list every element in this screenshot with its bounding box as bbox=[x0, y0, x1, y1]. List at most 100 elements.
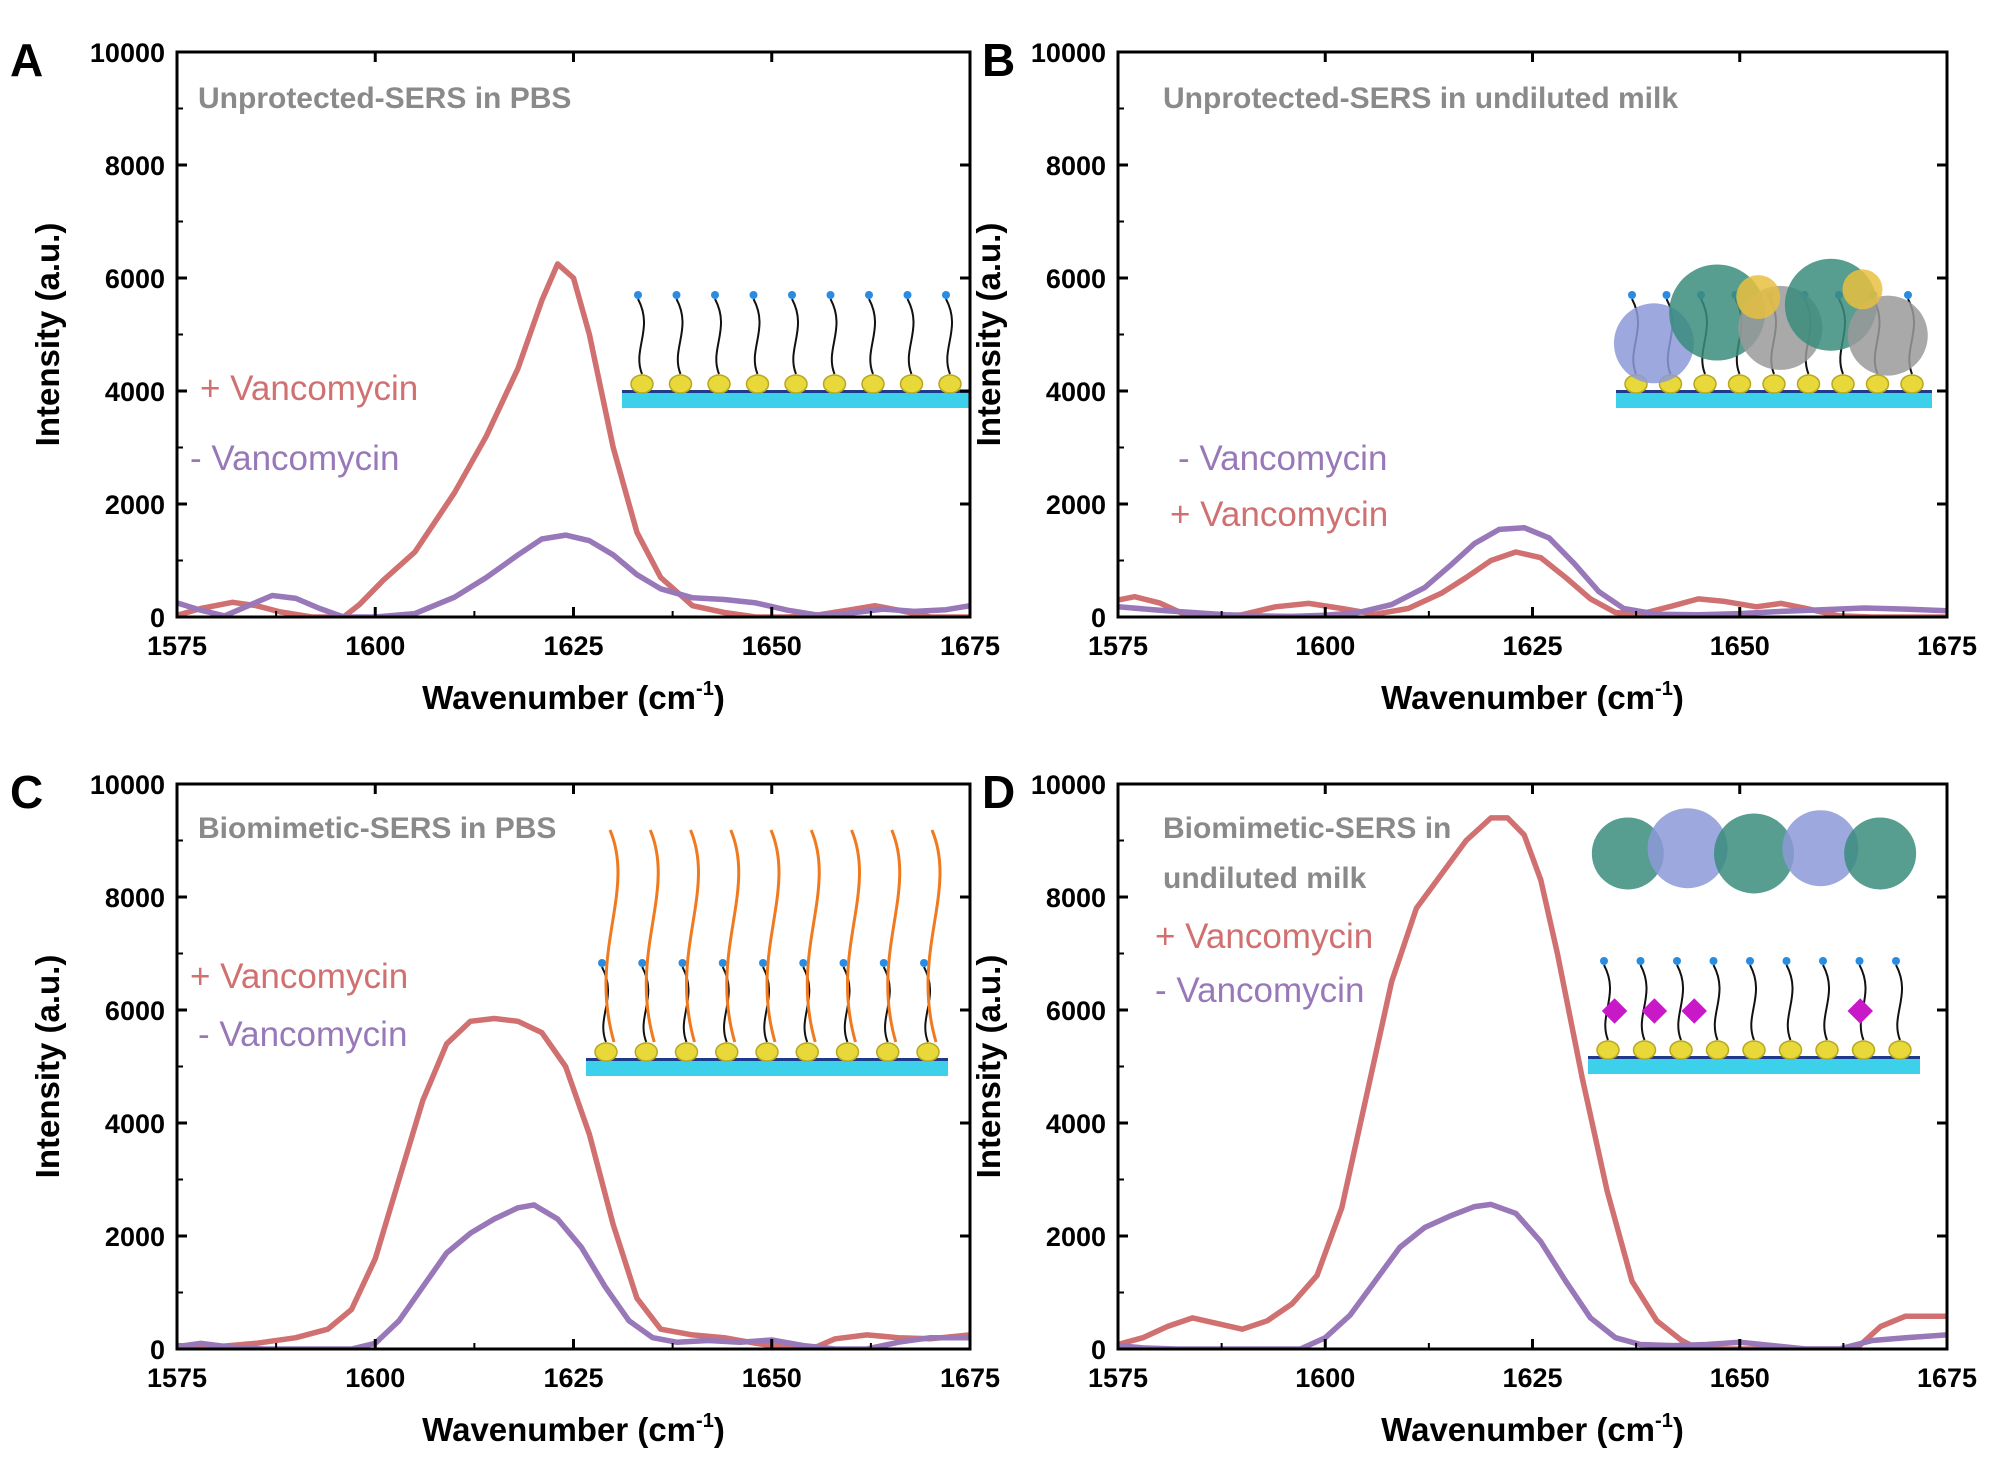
aptamer-tag bbox=[1904, 291, 1912, 299]
y-tick-label: 2000 bbox=[1046, 1222, 1106, 1252]
nanoparticle bbox=[668, 374, 693, 394]
x-tick-label: 1650 bbox=[1710, 1363, 1770, 1393]
nanoparticle bbox=[1762, 374, 1786, 394]
y-tick-label: 8000 bbox=[105, 151, 165, 181]
y-tick-label: 8000 bbox=[1046, 883, 1106, 913]
y-tick-label: 4000 bbox=[1046, 377, 1106, 407]
x-axis-title-end: ) bbox=[1673, 1411, 1684, 1448]
nanoparticle bbox=[916, 1042, 940, 1062]
panel-note: undiluted milk bbox=[1163, 862, 1367, 895]
nanoparticle bbox=[1742, 1040, 1766, 1060]
aptamer-strand bbox=[1676, 964, 1685, 1041]
nanoparticle bbox=[630, 374, 654, 394]
nanoparticle bbox=[1888, 1040, 1912, 1060]
schematic-inset bbox=[586, 829, 948, 1076]
legend-label-minus-vancomycin: - Vancomycin bbox=[1178, 439, 1387, 478]
y-tick-label: 10000 bbox=[1031, 38, 1106, 68]
nanoparticle bbox=[1815, 1040, 1839, 1060]
aptamer-tag bbox=[749, 291, 758, 299]
nanoparticle bbox=[899, 374, 924, 394]
milk-protein-blob bbox=[1847, 295, 1928, 376]
polymer-brush bbox=[685, 829, 700, 1043]
polymer-brush bbox=[846, 829, 861, 1043]
legend-label-plus-vancomycin: + Vancomycin bbox=[190, 957, 408, 996]
aptamer-strand bbox=[868, 298, 877, 375]
nanoparticle bbox=[1693, 374, 1717, 394]
aptamer-tag bbox=[839, 959, 848, 967]
aptamer-tag bbox=[1628, 291, 1636, 299]
y-axis-title: Intensity (a.u.) bbox=[970, 955, 1007, 1179]
aptamer-strand bbox=[1712, 964, 1721, 1041]
y-tick-label: 0 bbox=[150, 603, 165, 633]
aptamer-tag bbox=[638, 959, 647, 967]
nanoparticle bbox=[674, 1042, 699, 1062]
aptamer-tag bbox=[672, 291, 681, 299]
nanoparticle bbox=[1865, 374, 1890, 394]
x-axis-title: Wavenumber (cm-1) bbox=[1381, 1410, 1684, 1448]
x-tick-label: 1675 bbox=[1917, 631, 1977, 661]
nanoparticle bbox=[795, 1042, 819, 1062]
nanoparticle bbox=[835, 1042, 860, 1062]
nanoparticle bbox=[1727, 374, 1752, 394]
x-axis-title-main: Wavenumber (cm bbox=[1381, 1411, 1655, 1448]
panel-note: Unprotected-SERS in PBS bbox=[198, 82, 571, 115]
nanoparticle bbox=[1778, 1040, 1803, 1060]
polymer-brush bbox=[725, 829, 741, 1043]
nanoparticle bbox=[755, 1042, 779, 1062]
y-tick-label: 4000 bbox=[105, 377, 165, 407]
x-tick-label: 1575 bbox=[147, 1363, 207, 1393]
legend-label-plus-vancomycin: + Vancomycin bbox=[1170, 495, 1388, 534]
aptamer-strand bbox=[1639, 964, 1648, 1041]
nanoparticle bbox=[1851, 1040, 1876, 1060]
x-axis-title-sup: -1 bbox=[1655, 678, 1673, 700]
milk-protein-blob bbox=[1591, 817, 1664, 890]
polymer-brush bbox=[926, 829, 942, 1043]
x-axis-title-main: Wavenumber (cm bbox=[1381, 679, 1655, 716]
aptamer-strand bbox=[1603, 964, 1612, 1041]
aptamer-tag bbox=[1662, 291, 1671, 299]
x-axis-title-end: ) bbox=[714, 1411, 725, 1448]
x-tick-label: 1675 bbox=[940, 1363, 1000, 1393]
x-axis-title-sup: -1 bbox=[696, 678, 714, 700]
series-line-plus-vancomycin bbox=[1118, 815, 1947, 1349]
substrate-bar bbox=[1588, 1058, 1920, 1074]
aptamer-strand bbox=[1822, 964, 1831, 1041]
aptamer-tag bbox=[920, 959, 928, 967]
aptamer-tag bbox=[711, 291, 719, 299]
aptamer-tag bbox=[799, 959, 808, 967]
x-tick-label: 1650 bbox=[742, 1363, 802, 1393]
series-line-minus-vancomycin bbox=[177, 532, 970, 617]
polymer-brush bbox=[644, 829, 660, 1043]
x-axis-title: Wavenumber (cm-1) bbox=[1381, 678, 1684, 716]
milk-protein-blob bbox=[1842, 269, 1883, 310]
x-tick-label: 1675 bbox=[940, 631, 1000, 661]
aptamer-strand bbox=[1785, 964, 1794, 1041]
aptamer-tag bbox=[1855, 957, 1864, 965]
aptamer-tag bbox=[718, 959, 727, 967]
panel-c: 1575 1600 1625 1650 1675 0 2000 4000 6000 8000 100… bbox=[10, 766, 1000, 1448]
x-tick-label: 1625 bbox=[543, 631, 603, 661]
nanoparticle bbox=[861, 374, 885, 394]
y-tick-label: 6000 bbox=[1046, 996, 1106, 1026]
vancomycin-marker bbox=[1847, 998, 1873, 1024]
panel-letter: B bbox=[982, 34, 1015, 86]
aptamer-tag bbox=[1600, 957, 1608, 965]
polymer-brush bbox=[805, 829, 821, 1043]
aptamer-tag bbox=[826, 291, 835, 299]
x-tick-label: 1625 bbox=[1502, 631, 1562, 661]
aptamer-tag bbox=[1782, 957, 1791, 965]
series-line-minus-vancomycin bbox=[1118, 524, 1947, 617]
nanoparticle bbox=[1669, 1040, 1693, 1060]
x-tick-label: 1575 bbox=[1088, 631, 1148, 661]
aptamer-strand bbox=[906, 298, 915, 375]
y-axis-title: Intensity (a.u.) bbox=[970, 223, 1007, 447]
milk-protein-blob bbox=[1714, 813, 1794, 894]
panel-a: 1575 1600 1625 1650 1675 0 2000 4000 6000 8000 100… bbox=[10, 34, 1000, 716]
panel-note: Unprotected-SERS in undiluted milk bbox=[1163, 82, 1678, 115]
polymer-brush bbox=[886, 829, 902, 1043]
plot-frame bbox=[175, 50, 972, 619]
substrate-bar bbox=[586, 1060, 948, 1076]
polymer-brush bbox=[765, 829, 781, 1043]
nanoparticle bbox=[707, 374, 731, 394]
x-axis-title-end: ) bbox=[1673, 679, 1684, 716]
